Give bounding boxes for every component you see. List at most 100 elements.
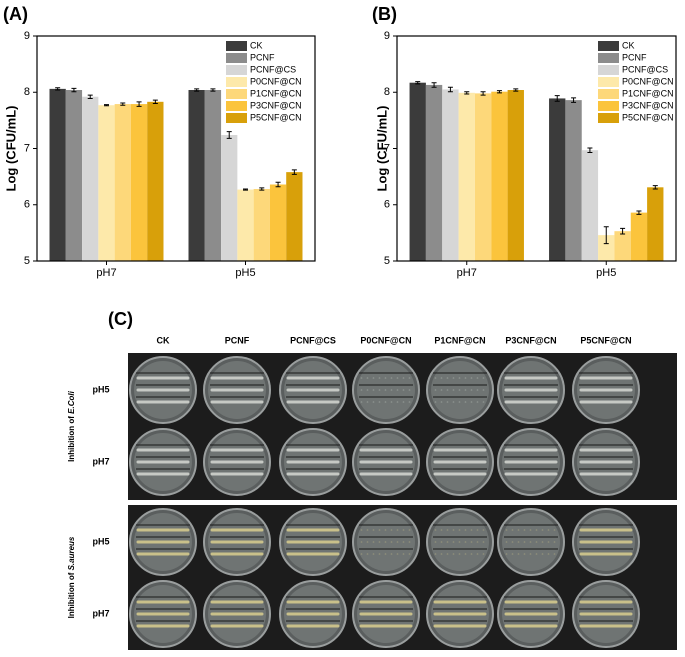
y-tick-label: 7: [384, 142, 390, 154]
error-bar: [104, 104, 109, 107]
group-label: Inhibition of E.Coli: [67, 390, 76, 461]
bar: [630, 212, 648, 261]
error-bar: [447, 86, 453, 93]
y-tick-label: 6: [24, 199, 30, 211]
error-bar: [87, 94, 93, 99]
error-bar: [291, 169, 297, 175]
legend-swatch: [226, 53, 247, 63]
legend-label: P5CNF@CN: [622, 112, 674, 122]
group-prefix: Inhibition of: [67, 570, 76, 618]
legend-label: P3CNF@CN: [622, 100, 674, 110]
bar: [221, 135, 238, 261]
error-bar: [152, 99, 158, 104]
y-tick-label: 7: [24, 142, 30, 154]
legend-label: PCNF: [250, 52, 275, 62]
group-organism: S.aureus: [67, 536, 76, 570]
x-tick-label: pH7: [457, 267, 477, 279]
error-bar: [71, 87, 77, 93]
bar: [82, 96, 99, 261]
bar: [549, 98, 566, 261]
legend-swatch: [226, 89, 247, 99]
column-header: P5CNF@CN: [580, 335, 631, 345]
error-bar: [194, 88, 200, 92]
error-bar: [587, 147, 593, 153]
bar: [409, 82, 426, 261]
error-bar: [464, 91, 470, 95]
y-tick-label: 9: [24, 30, 30, 42]
legend-swatch: [598, 53, 619, 63]
legend-label: PCNF: [622, 52, 647, 62]
error-bar: [496, 90, 502, 94]
y-tick-label: 9: [384, 30, 390, 42]
legend-label: CK: [622, 40, 635, 50]
legend-swatch: [598, 101, 619, 111]
bar: [49, 88, 66, 261]
legend-label: P5CNF@CN: [250, 112, 302, 122]
column-header: CK: [157, 335, 170, 345]
bar: [491, 91, 508, 261]
error-bar: [620, 227, 626, 235]
group-organism: E.Coli: [67, 390, 76, 413]
row-label: pH7: [92, 608, 109, 618]
error-bar: [480, 91, 486, 96]
bar: [598, 235, 615, 261]
bar: [442, 89, 459, 261]
panel-label: (C): [108, 309, 133, 329]
bar: [98, 105, 115, 261]
legend-swatch: [598, 89, 619, 99]
bar: [114, 104, 131, 261]
bar: [204, 90, 222, 261]
y-tick-label: 6: [384, 199, 390, 211]
error-bar: [554, 95, 560, 102]
legend-label: P0CNF@CN: [250, 76, 302, 86]
column-header: P1CNF@CN: [434, 335, 485, 345]
column-header: PCNF@CS: [290, 335, 336, 345]
legend-swatch: [226, 41, 247, 51]
column-header: PCNF: [225, 335, 250, 345]
error-bar: [210, 88, 216, 92]
y-tick-label: 5: [24, 255, 30, 267]
bar: [188, 90, 205, 261]
panel-label: (B): [372, 4, 397, 24]
row-label: pH7: [92, 456, 109, 466]
legend-swatch: [598, 77, 619, 87]
error-bar: [120, 102, 126, 106]
bar: [286, 172, 303, 261]
y-axis-label: Log (CFU/mL): [374, 106, 389, 192]
y-axis-label: Log (CFU/mL): [3, 106, 18, 192]
bar: [507, 90, 524, 261]
group-label: Inhibition of S.aureus: [67, 536, 76, 618]
legend-label: P1CNF@CN: [250, 88, 302, 98]
legend-label: P1CNF@CN: [622, 88, 674, 98]
bar: [474, 93, 492, 261]
bar: [565, 100, 582, 261]
bar: [147, 101, 164, 261]
bar: [425, 84, 443, 261]
legend-label: PCNF@CS: [250, 64, 296, 74]
row-label: pH5: [92, 536, 109, 546]
error-bar: [226, 131, 232, 139]
bar: [130, 104, 148, 261]
group-prefix: Inhibition of: [67, 414, 76, 462]
legend-swatch: [598, 65, 619, 75]
error-bar: [513, 88, 519, 92]
error-bar: [603, 226, 609, 245]
error-bar: [571, 97, 577, 103]
legend-swatch: [226, 101, 247, 111]
bar: [458, 92, 475, 261]
bar: [647, 187, 664, 261]
legend-label: CK: [250, 40, 263, 50]
x-tick-label: pH7: [96, 267, 116, 279]
error-bar: [431, 82, 437, 88]
legend-swatch: [598, 113, 619, 123]
bar: [269, 184, 287, 261]
legend-swatch: [226, 113, 247, 123]
error-bar: [415, 81, 421, 85]
x-tick-label: pH5: [235, 267, 255, 279]
error-bar: [243, 188, 248, 191]
plot-frame: [36, 35, 316, 262]
bar: [65, 90, 83, 261]
legend-label: P3CNF@CN: [250, 100, 302, 110]
y-tick-label: 8: [24, 86, 30, 98]
